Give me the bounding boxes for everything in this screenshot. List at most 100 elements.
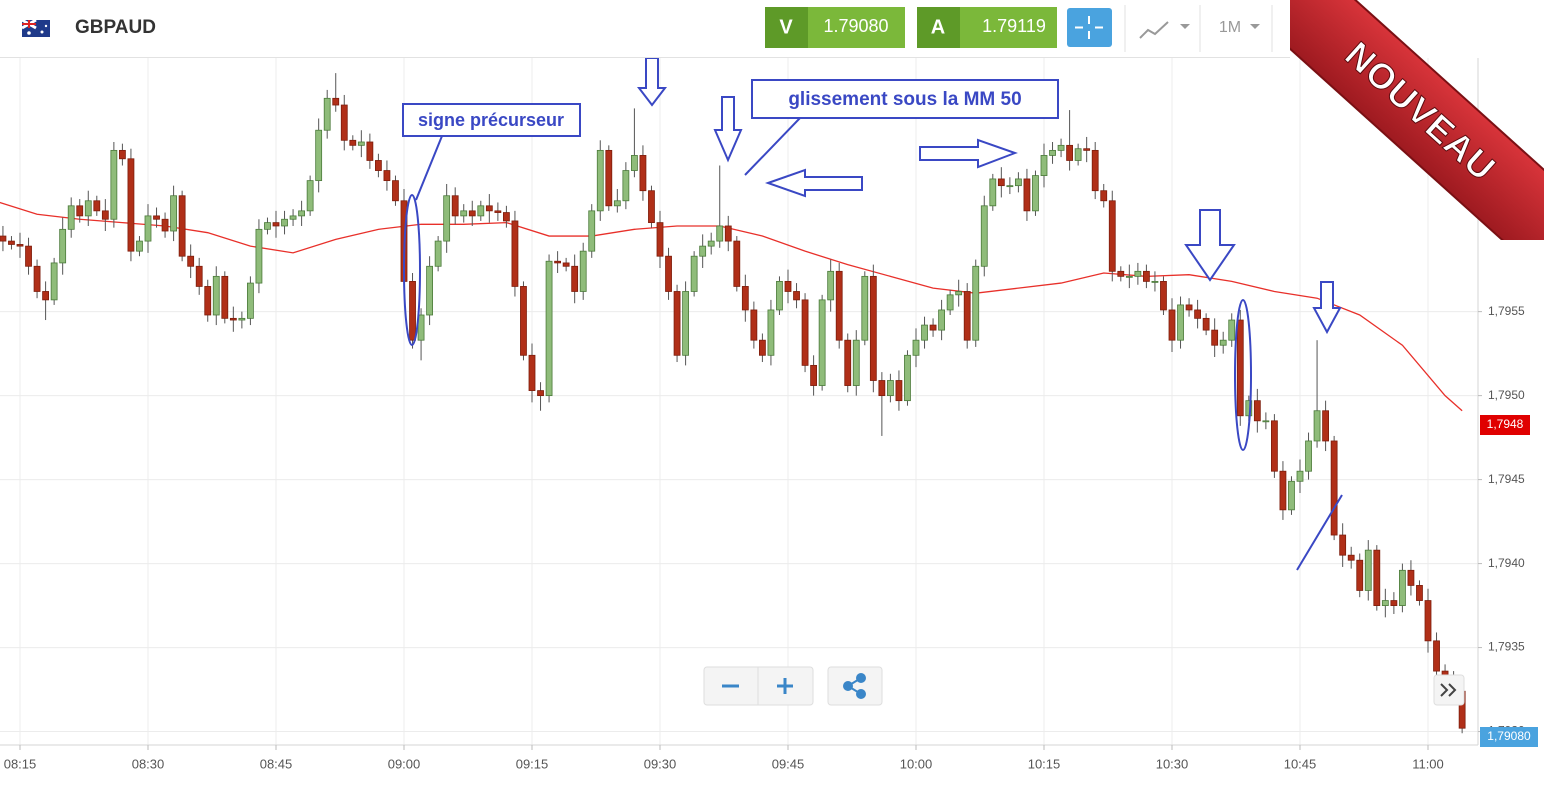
moving-average: [0, 201, 1463, 412]
candle-body: [878, 380, 886, 397]
buy-label: A: [931, 16, 945, 38]
candle-body: [59, 228, 67, 264]
candle-body: [1399, 569, 1406, 606]
candle-body: [1271, 420, 1278, 472]
candle-body: [1433, 640, 1440, 672]
candle-body: [1100, 190, 1108, 202]
candle-body: [904, 354, 911, 402]
candle-body: [144, 215, 152, 242]
candle-body: [955, 291, 963, 296]
candle-body: [434, 240, 442, 267]
candle-body: [1066, 144, 1073, 161]
candle-body: [272, 222, 280, 227]
candle-body: [0, 235, 7, 242]
candle-body: [212, 275, 220, 316]
candle-body: [101, 210, 109, 220]
candle-body: [869, 275, 877, 381]
candle-body: [1373, 549, 1381, 606]
candle-body: [357, 141, 365, 146]
candle-body: [741, 286, 749, 311]
candle-body: [810, 364, 817, 386]
candle-body: [204, 286, 212, 316]
candle-body: [349, 139, 357, 146]
candle-body: [340, 104, 348, 141]
candle-body: [579, 250, 587, 292]
sell-price: 1.79080: [823, 16, 888, 36]
toolbar: GBPAUD V 1.79080 A 1.79119 1M: [0, 0, 1300, 58]
candle-body: [1040, 155, 1048, 176]
candle-body: [187, 255, 195, 267]
x-tick-label: 09:30: [644, 756, 677, 771]
candle-body: [648, 190, 655, 224]
y-tick-label: 1,7940: [1488, 556, 1525, 570]
highlight-ellipse: [1234, 299, 1252, 451]
candle-body: [980, 205, 988, 267]
candle-body: [963, 291, 971, 341]
candle-body: [605, 149, 613, 207]
arrow-down: [1184, 209, 1236, 282]
share-icon: [843, 673, 866, 699]
annotation-text: signe précurseur: [418, 110, 564, 130]
y-tick-label: 1,7955: [1488, 304, 1525, 318]
candle-body: [502, 212, 510, 222]
candle-body: [409, 281, 416, 341]
crosshair-button[interactable]: [1067, 8, 1112, 47]
candle-body: [1416, 585, 1423, 601]
candle-body: [622, 170, 630, 202]
candle-body: [298, 210, 306, 217]
candle-body: [1074, 148, 1082, 161]
candle-body: [1313, 410, 1321, 442]
candle-body: [1424, 600, 1432, 642]
candle-body: [520, 286, 527, 356]
sell-label: V: [779, 16, 793, 38]
candle-body: [323, 97, 331, 131]
candle-body: [221, 275, 229, 319]
buy-label-bg: [917, 7, 960, 48]
flag-icon: [21, 18, 50, 37]
y-tick-label: 1,7950: [1488, 388, 1525, 402]
candle-body: [784, 281, 792, 292]
candle-body: [707, 240, 715, 247]
candle-body: [895, 380, 903, 402]
arrow-down: [1312, 281, 1342, 335]
candle-body: [528, 354, 536, 391]
x-tick-label: 09:45: [772, 756, 805, 771]
scroll-end-button[interactable]: [1433, 674, 1465, 706]
candle-body: [673, 291, 681, 356]
candle-body: [315, 129, 323, 182]
candle-body: [1177, 304, 1184, 341]
candle-body: [1211, 329, 1219, 346]
candle-body: [1330, 440, 1338, 536]
ma-price-tag: [1480, 415, 1530, 435]
zoom-controls: [703, 666, 1465, 706]
candle-body: [1185, 304, 1193, 311]
x-tick-label: 08:45: [260, 756, 293, 771]
candle-body: [613, 200, 621, 207]
y-tick-label: 1,7945: [1488, 472, 1525, 486]
candle-body: [1023, 178, 1031, 212]
candle-body: [887, 380, 894, 397]
annotation-text: glissement sous la MM 50: [788, 89, 1021, 110]
candle-body: [588, 210, 596, 252]
candle-body: [835, 270, 843, 341]
crosshair-icon: [1075, 16, 1103, 39]
candle-body: [170, 195, 178, 232]
candle-body: [229, 317, 237, 321]
candle-body: [656, 222, 664, 257]
x-tick-label: 08:15: [4, 756, 37, 771]
candle-body: [195, 265, 203, 287]
candle-body: [127, 158, 135, 252]
candle-body: [1143, 270, 1150, 282]
axes: 1,79301,79351,79401,79451,79501,795508:1…: [4, 304, 1525, 772]
candle-body: [912, 339, 920, 356]
ribbon-band: [1290, 0, 1544, 240]
trend-line: [1296, 494, 1343, 571]
candle-body: [426, 265, 434, 316]
share-button[interactable]: [827, 666, 883, 706]
x-tick-label: 10:00: [900, 756, 933, 771]
candle-body: [42, 291, 49, 301]
candle-body: [1006, 185, 1014, 188]
candle-body: [852, 339, 860, 386]
candle-body: [460, 210, 468, 217]
x-axis-panel: [0, 745, 1478, 785]
